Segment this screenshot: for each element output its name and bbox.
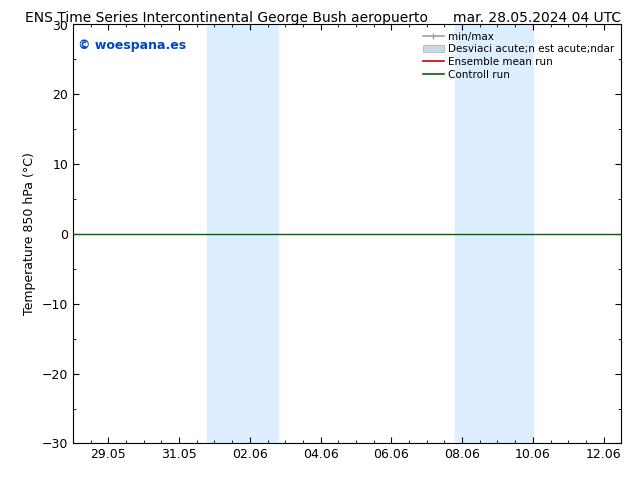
- Y-axis label: Temperature 850 hPa (°C): Temperature 850 hPa (°C): [23, 152, 36, 316]
- Text: ENS Time Series Intercontinental George Bush aeropuerto: ENS Time Series Intercontinental George …: [25, 11, 429, 25]
- Text: mar. 28.05.2024 04 UTC: mar. 28.05.2024 04 UTC: [453, 11, 621, 25]
- Text: © woespana.es: © woespana.es: [79, 39, 186, 52]
- Legend: min/max, Desviaci acute;n est acute;ndar, Ensemble mean run, Controll run: min/max, Desviaci acute;n est acute;ndar…: [418, 27, 618, 84]
- Bar: [207, 24, 278, 443]
- Bar: [455, 24, 533, 443]
